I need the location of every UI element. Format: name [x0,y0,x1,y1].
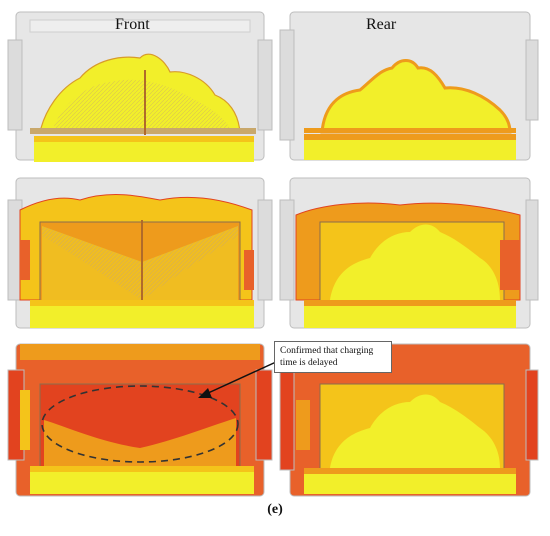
rear-row2-panel [279,177,539,329]
front-row2-panel [7,177,273,329]
front-row1-panel [7,11,273,162]
front-label: Front [115,16,150,33]
rear-label: Rear [366,16,397,33]
figure-caption: (e) [267,502,283,517]
rear-row3-panel [279,343,539,497]
callout-box: Confirmed that charging time is delayed [274,341,392,373]
rear-row1-panel [279,11,539,161]
callout-arrowhead [198,388,212,398]
front-row3-panel [7,343,273,497]
callout-arrow [205,361,277,395]
